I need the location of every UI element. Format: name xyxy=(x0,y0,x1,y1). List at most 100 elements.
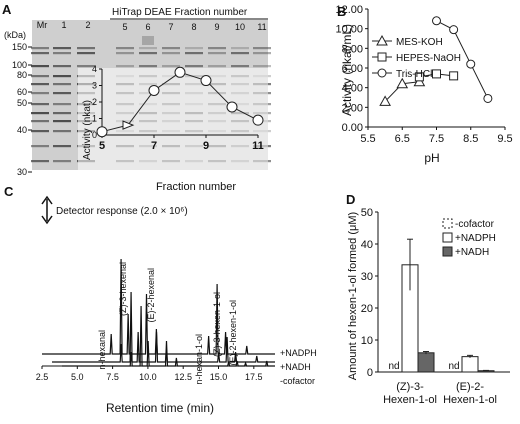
c-peak-label: n-hexanal xyxy=(97,330,107,370)
gel-band xyxy=(31,75,49,78)
c-x-tick-17.5: 17.5 xyxy=(245,372,263,382)
gel-band xyxy=(53,83,71,86)
gel-band xyxy=(162,65,180,68)
gel-band xyxy=(31,130,49,133)
kda-tick-150: 150 xyxy=(12,42,27,52)
panel-b-ph-chart: 0.00 2.00 4.00 6.00 8.00 10.00 12.00 5.5 6.5 7.5 8… xyxy=(335,4,512,165)
fraction-lane-5: 5 xyxy=(122,22,127,32)
gel-band xyxy=(53,160,71,163)
d-y-tick-40: 40 xyxy=(361,239,373,251)
c-trace-label: +NADPH xyxy=(280,348,317,358)
b-line-circle xyxy=(436,20,489,99)
gel-band xyxy=(162,47,180,50)
gel-band xyxy=(31,160,49,163)
gel-band xyxy=(116,47,134,50)
gel-band xyxy=(31,47,49,50)
gel-band xyxy=(31,112,49,115)
gel-band xyxy=(31,83,49,86)
fraction-lane-9: 9 xyxy=(214,22,219,32)
c-peak-labels: n-hexanal (Z)-3-hexenal (E)-2-hexenal n-hex… xyxy=(97,262,238,385)
b-point-circle xyxy=(466,59,476,69)
d-y-label: Amount of hexen-1-ol formed (μM) xyxy=(347,212,359,380)
gel-band xyxy=(253,52,271,55)
d-category-label: (Z)-3- xyxy=(396,381,424,393)
gel-band xyxy=(53,112,71,115)
panel-c-chromatogram: 2.5 5.0 7.5 10.0 12.5 15.0 17.5 n-hexanal (Z)-3… xyxy=(36,195,317,415)
c-peak-label: (Z)-3-hexen-1-ol xyxy=(212,292,222,357)
c-peak-label: (E)-2-hexenal xyxy=(146,268,156,323)
kda-tick-30: 30 xyxy=(17,167,27,177)
d-nd-label: nd xyxy=(388,361,399,372)
b-x-tick-7.5: 7.5 xyxy=(429,133,444,145)
inset-y-tick-3: 3 xyxy=(92,81,97,91)
gel-band xyxy=(253,47,271,50)
gel-band xyxy=(231,65,249,68)
kda-tick-60: 60 xyxy=(17,87,27,97)
c-x-tick-12.5: 12.5 xyxy=(174,372,192,382)
panel-letter-c: C xyxy=(4,184,14,199)
b-legend-label: MES-KOH xyxy=(396,37,443,48)
c-trace-1 xyxy=(52,291,275,363)
b-y-tick-4.00: 4.00 xyxy=(342,83,363,95)
d-y-tick-50: 50 xyxy=(361,207,373,219)
c-x-tick-7.5: 7.5 xyxy=(106,372,119,382)
b-legend-marker-triangle xyxy=(376,34,388,46)
panel-letter-b: B xyxy=(337,4,346,19)
gel-band xyxy=(77,52,95,55)
b-x-label: pH xyxy=(424,151,439,165)
gel-band xyxy=(31,65,49,68)
b-y-tick-6.00: 6.00 xyxy=(342,63,363,75)
d-legend: -cofactor +NADPH +NADH xyxy=(442,218,496,258)
panel-letter-d: D xyxy=(346,192,355,207)
inset-point xyxy=(174,66,186,78)
inset-x-label: Fraction number xyxy=(156,181,236,193)
b-y-tick-8.00: 8.00 xyxy=(342,43,363,55)
d-category-label: (E)-2- xyxy=(456,381,484,393)
gel-band xyxy=(53,47,71,50)
d-legend-label: -cofactor xyxy=(455,219,495,230)
b-point-square xyxy=(432,69,441,79)
b-y-label: Activity (nkat/mL) xyxy=(340,24,354,116)
b-y-tick-0.00: 0.00 xyxy=(342,122,363,134)
c-trace-labels: +NADPH +NADH -cofactor xyxy=(280,348,317,386)
b-point-triangle xyxy=(379,95,391,106)
c-peak-label: (Z)-3-hexenal xyxy=(118,262,128,316)
lane-labels: Mr 1 2 xyxy=(37,20,91,30)
lane-label-1: 1 xyxy=(61,20,66,30)
gel-band xyxy=(185,52,203,55)
d-bar-white xyxy=(461,356,479,373)
inset-y-label: Activity (nkat) xyxy=(82,100,93,160)
fraction-lane-10: 10 xyxy=(235,22,245,32)
inset-point xyxy=(122,120,135,130)
gel-band xyxy=(185,47,203,50)
inset-point xyxy=(252,114,264,126)
gel-band xyxy=(31,92,49,95)
detector-scale-label: Detector response (2.0 × 10⁶) xyxy=(56,206,188,217)
inset-y-tick-4: 4 xyxy=(92,64,97,74)
c-x-tick-2.5: 2.5 xyxy=(36,372,49,382)
inset-point xyxy=(148,84,160,96)
gel-band xyxy=(139,65,157,68)
b-legend-label: Tris-HCl xyxy=(396,69,432,80)
detector-scale-arrow xyxy=(41,195,53,225)
c-trace-2 xyxy=(62,305,275,367)
fraction-header: HiTrap DEAE Fraction number xyxy=(112,7,248,18)
d-y-tick-10: 10 xyxy=(361,335,373,347)
fraction-lane-11: 11 xyxy=(257,22,266,32)
fraction-lane-8: 8 xyxy=(191,22,196,32)
inset-y-tick-0: 0 xyxy=(92,130,97,140)
gel-band xyxy=(208,47,226,50)
b-legend-marker-square xyxy=(377,52,387,62)
gel-band xyxy=(31,145,49,148)
gel-band xyxy=(77,65,95,68)
gel-band xyxy=(139,52,157,55)
gel-band xyxy=(162,52,180,55)
d-legend-swatch-gray xyxy=(442,246,453,257)
activity-inset-chart: 0 1 2 3 4 5 7 9 11 Fraction number Activity (nka… xyxy=(78,64,268,193)
b-legend-label: HEPES-NaOH xyxy=(396,53,461,64)
b-x-tick-8.5: 8.5 xyxy=(463,133,478,145)
gel-band xyxy=(53,145,71,148)
